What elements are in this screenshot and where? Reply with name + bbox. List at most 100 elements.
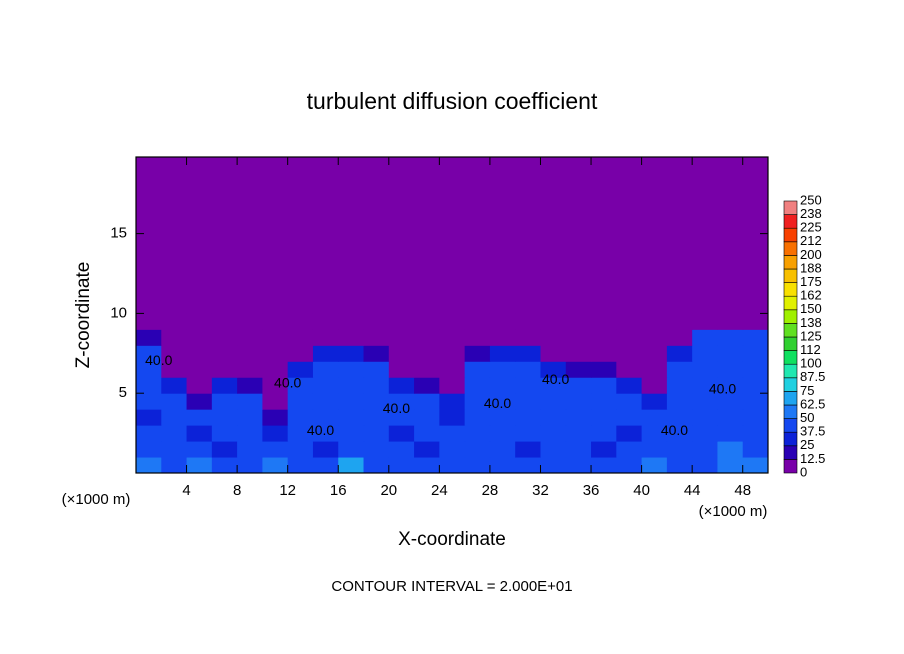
cell bbox=[237, 425, 263, 442]
cell bbox=[211, 425, 238, 442]
cell bbox=[136, 313, 162, 330]
cell bbox=[464, 393, 491, 410]
cell bbox=[489, 441, 516, 458]
cell bbox=[692, 345, 718, 362]
colorbar-band bbox=[783, 459, 798, 474]
colorbar-label: 25 bbox=[800, 437, 814, 452]
cell bbox=[262, 361, 289, 378]
cell bbox=[262, 457, 289, 474]
cell bbox=[312, 425, 339, 442]
cell bbox=[211, 329, 238, 346]
colorbar-label: 100 bbox=[800, 356, 822, 371]
cell bbox=[515, 345, 541, 362]
cell bbox=[742, 425, 769, 442]
colorbar-label: 50 bbox=[800, 410, 814, 425]
cell bbox=[136, 361, 162, 378]
x-tick-label: 48 bbox=[734, 482, 751, 499]
cell bbox=[414, 377, 440, 394]
cell bbox=[692, 361, 718, 378]
chart-title: turbulent diffusion coefficient bbox=[307, 88, 598, 114]
cell bbox=[414, 329, 440, 346]
cell bbox=[312, 377, 339, 394]
cell bbox=[439, 377, 466, 394]
colorbar-label: 37.5 bbox=[800, 424, 825, 439]
cell bbox=[312, 345, 339, 362]
cell bbox=[515, 393, 541, 410]
cell bbox=[540, 393, 567, 410]
cell bbox=[717, 361, 744, 378]
cell bbox=[338, 393, 365, 410]
cell bbox=[136, 157, 162, 314]
colorbar-band bbox=[783, 350, 798, 365]
cell bbox=[287, 345, 314, 362]
cell bbox=[186, 457, 213, 474]
cell bbox=[287, 329, 314, 346]
cell bbox=[287, 157, 314, 314]
x-tick-label: 24 bbox=[431, 482, 448, 499]
cell bbox=[540, 425, 567, 442]
cell bbox=[186, 313, 213, 330]
cell bbox=[237, 457, 263, 474]
cell bbox=[591, 345, 617, 362]
cell bbox=[641, 329, 668, 346]
cell bbox=[540, 313, 567, 330]
cell bbox=[161, 345, 188, 362]
cell bbox=[439, 329, 466, 346]
cell bbox=[136, 457, 162, 474]
cell bbox=[312, 361, 339, 378]
cell bbox=[262, 329, 289, 346]
colorbar-label: 175 bbox=[800, 274, 822, 289]
cell bbox=[388, 361, 415, 378]
cell bbox=[616, 313, 643, 330]
cell bbox=[565, 393, 592, 410]
cell bbox=[161, 313, 188, 330]
cell bbox=[136, 409, 162, 426]
cell bbox=[338, 361, 365, 378]
cell bbox=[717, 425, 744, 442]
cell bbox=[591, 377, 617, 394]
cell bbox=[692, 157, 718, 314]
cell bbox=[439, 457, 466, 474]
colorbar-band bbox=[783, 295, 798, 311]
colorbar-band bbox=[783, 268, 798, 283]
cell bbox=[312, 409, 339, 426]
colorbar-band bbox=[783, 336, 798, 351]
cell bbox=[312, 329, 339, 346]
cell bbox=[641, 377, 668, 394]
cell bbox=[439, 393, 466, 410]
cell bbox=[515, 361, 541, 378]
cell bbox=[742, 409, 769, 426]
cell bbox=[161, 393, 188, 410]
cell bbox=[489, 377, 516, 394]
cell bbox=[363, 441, 390, 458]
cell bbox=[565, 345, 592, 362]
cell bbox=[666, 393, 693, 410]
colorbar-band bbox=[783, 309, 798, 324]
cell bbox=[565, 441, 592, 458]
cell bbox=[312, 393, 339, 410]
cell bbox=[692, 377, 718, 394]
cell bbox=[136, 329, 162, 346]
cell bbox=[338, 329, 365, 346]
cell bbox=[692, 329, 718, 346]
contour-label: 40.0 bbox=[661, 422, 688, 438]
x-tick-label: 32 bbox=[532, 482, 549, 499]
cell bbox=[666, 409, 693, 426]
y-axis-label: Z-coordinate bbox=[73, 262, 94, 369]
colorbar-label: 75 bbox=[800, 383, 814, 398]
cell bbox=[515, 377, 541, 394]
cell bbox=[338, 441, 365, 458]
cell bbox=[237, 345, 263, 362]
cell bbox=[363, 377, 390, 394]
cell bbox=[439, 361, 466, 378]
cell bbox=[540, 329, 567, 346]
cell bbox=[414, 409, 440, 426]
cell bbox=[540, 457, 567, 474]
cell bbox=[186, 393, 213, 410]
cell bbox=[717, 345, 744, 362]
cell bbox=[666, 361, 693, 378]
x-tick-label: 12 bbox=[279, 482, 296, 499]
cell bbox=[692, 313, 718, 330]
colorbar-label: 125 bbox=[800, 328, 822, 343]
